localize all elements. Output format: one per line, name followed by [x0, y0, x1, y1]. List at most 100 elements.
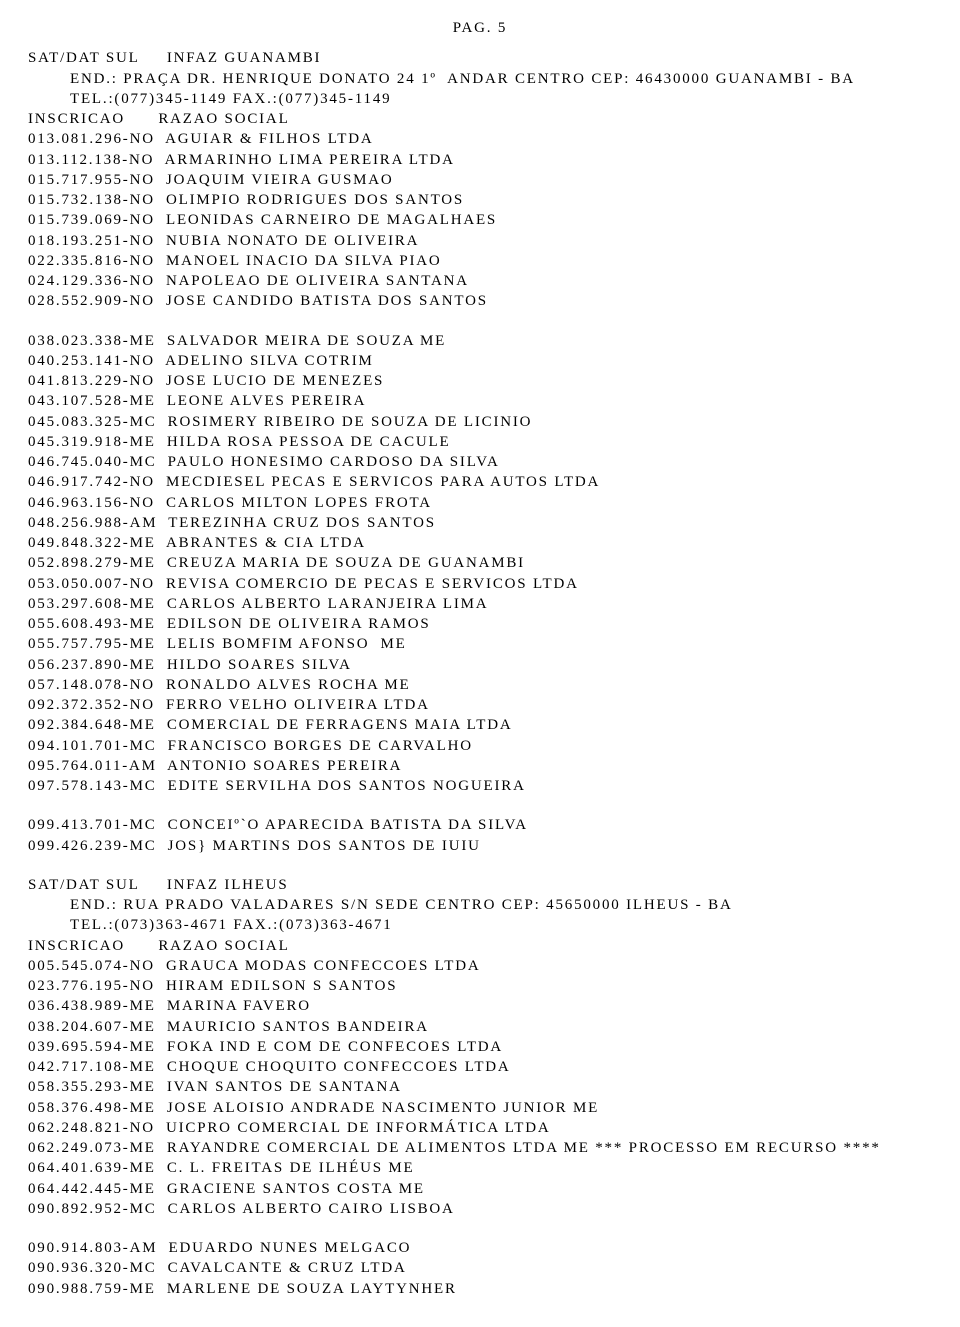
inscricao-code: 015.717.955-NO	[28, 172, 155, 188]
list-row: 028.552.909-NO JOSE CANDIDO BATISTA DOS …	[28, 291, 932, 311]
list-row: 038.204.607-ME MAURICIO SANTOS BANDEIRA	[28, 1017, 932, 1037]
inscricao-code: 015.739.069-NO	[28, 212, 155, 228]
razao-social: PAULO HONESIMO CARDOSO DA SILVA	[168, 454, 500, 470]
razao-social: ROSIMERY RIBEIRO DE SOUZA DE LICINIO	[168, 414, 533, 430]
list-row: 092.372.352-NO FERRO VELHO OLIVEIRA LTDA	[28, 695, 932, 715]
inscricao-code: 055.608.493-ME	[28, 616, 156, 632]
list-row: 041.813.229-NO JOSE LUCIO DE MENEZES	[28, 371, 932, 391]
page-number: PAG. 5	[28, 18, 932, 38]
razao-social: ANTONIO SOARES PEREIRA	[167, 758, 402, 774]
section: SAT/DAT SUL INFAZ ILHEUSEND.: RUA PRADO …	[28, 875, 932, 1299]
list-row: 046.745.040-MC PAULO HONESIMO CARDOSO DA…	[28, 452, 932, 472]
section-region-line: SAT/DAT SUL INFAZ GUANAMBI	[28, 48, 932, 68]
list-row: 095.764.011-AM ANTONIO SOARES PEREIRA	[28, 756, 932, 776]
razao-social: JOSE ALOISIO ANDRADE NASCIMENTO JUNIOR M…	[167, 1100, 599, 1116]
list-row: 040.253.141-NO ADELINO SILVA COTRIM	[28, 351, 932, 371]
razao-social: MAURICIO SANTOS BANDEIRA	[167, 1019, 429, 1035]
list-row: 045.083.325-MC ROSIMERY RIBEIRO DE SOUZA…	[28, 412, 932, 432]
inscricao-code: 039.695.594-ME	[28, 1039, 156, 1055]
razao-social: CREUZA MARIA DE SOUZA DE GUANAMBI	[167, 555, 525, 571]
inscricao-code: 056.237.890-ME	[28, 657, 156, 673]
inscricao-code: 015.732.138-NO	[28, 192, 155, 208]
list-row: 049.848.322-ME ABRANTES & CIA LTDA	[28, 533, 932, 553]
section-phone: TEL.:(077)345-1149 FAX.:(077)345-1149	[28, 89, 932, 109]
razao-social: JOS} MARTINS DOS SANTOS DE IUIU	[168, 838, 481, 854]
inscricao-code: 092.384.648-ME	[28, 717, 156, 733]
razao-social: UICPRO COMERCIAL DE INFORMÁTICA LTDA	[166, 1120, 551, 1136]
razao-social: HILDO SOARES SILVA	[167, 657, 352, 673]
inscricao-code: 041.813.229-NO	[28, 373, 155, 389]
razao-social: MANOEL INACIO DA SILVA PIAO	[166, 253, 442, 269]
list-row: 055.757.795-ME LELIS BOMFIM AFONSO ME	[28, 634, 932, 654]
inscricao-code: 090.892.952-MC	[28, 1201, 157, 1217]
inscricao-code: 062.248.821-NO	[28, 1120, 155, 1136]
inscricao-code: 053.297.608-ME	[28, 596, 156, 612]
razao-social: LEONE ALVES PEREIRA	[167, 393, 367, 409]
list-row: 039.695.594-ME FOKA IND E COM DE CONFECO…	[28, 1037, 932, 1057]
section-address: END.: RUA PRADO VALADARES S/N SEDE CENTR…	[28, 895, 932, 915]
razao-social: CARLOS MILTON LOPES FROTA	[166, 495, 432, 511]
inscricao-code: 005.545.074-NO	[28, 958, 155, 974]
inscricao-code: 045.083.325-MC	[28, 414, 157, 430]
section: SAT/DAT SUL INFAZ GUANAMBIEND.: PRAÇA DR…	[28, 48, 932, 875]
razao-social: CHOQUE CHOQUITO CONFECCOES LTDA	[167, 1059, 511, 1075]
list-row: 062.248.821-NO UICPRO COMERCIAL DE INFOR…	[28, 1118, 932, 1138]
page-container: PAG. 5 SAT/DAT SUL INFAZ GUANAMBIEND.: P…	[0, 0, 960, 1327]
inscricao-code: 048.256.988-AM	[28, 515, 157, 531]
blank-line	[28, 856, 932, 875]
list-row: 015.717.955-NO JOAQUIM VIEIRA GUSMAO	[28, 170, 932, 190]
inscricao-code: 028.552.909-NO	[28, 293, 155, 309]
razao-social: MECDIESEL PECAS E SERVICOS PARA AUTOS LT…	[166, 474, 600, 490]
razao-social: JOAQUIM VIEIRA GUSMAO	[166, 172, 394, 188]
razao-social: REVISA COMERCIO DE PECAS E SERVICOS LTDA	[166, 576, 579, 592]
list-row: 062.249.073-ME RAYANDRE COMERCIAL DE ALI…	[28, 1138, 932, 1158]
razao-social: EDITE SERVILHA DOS SANTOS NOGUEIRA	[168, 778, 526, 794]
razao-social: FOKA IND E COM DE CONFECOES LTDA	[167, 1039, 503, 1055]
list-row: 022.335.816-NO MANOEL INACIO DA SILVA PI…	[28, 251, 932, 271]
inscricao-code: 013.112.138-NO	[28, 152, 154, 168]
razao-social: LEONIDAS CARNEIRO DE MAGALHAES	[166, 212, 497, 228]
razao-social: NAPOLEAO DE OLIVEIRA SANTANA	[166, 273, 469, 289]
razao-social: ARMARINHO LIMA PEREIRA LTDA	[165, 152, 455, 168]
list-row: 055.608.493-ME EDILSON DE OLIVEIRA RAMOS	[28, 614, 932, 634]
list-row: 052.898.279-ME CREUZA MARIA DE SOUZA DE …	[28, 553, 932, 573]
inscricao-code: 095.764.011-AM	[28, 758, 157, 774]
inscricao-code: 022.335.816-NO	[28, 253, 155, 269]
list-row: 064.401.639-ME C. L. FREITAS DE ILHÉUS M…	[28, 1158, 932, 1178]
inscricao-code: 040.253.141-NO	[28, 353, 155, 369]
inscricao-code: 055.757.795-ME	[28, 636, 156, 652]
list-row: 023.776.195-NO HIRAM EDILSON S SANTOS	[28, 976, 932, 996]
inscricao-code: 043.107.528-ME	[28, 393, 156, 409]
list-row: 058.355.293-ME IVAN SANTOS DE SANTANA	[28, 1077, 932, 1097]
razao-social: COMERCIAL DE FERRAGENS MAIA LTDA	[167, 717, 513, 733]
razao-social: JOSE CANDIDO BATISTA DOS SANTOS	[166, 293, 488, 309]
inscricao-code: 064.442.445-ME	[28, 1181, 156, 1197]
inscricao-code: 064.401.639-ME	[28, 1160, 156, 1176]
list-row: 046.963.156-NO CARLOS MILTON LOPES FROTA	[28, 493, 932, 513]
razao-social: FERRO VELHO OLIVEIRA LTDA	[166, 697, 430, 713]
list-row: 042.717.108-ME CHOQUE CHOQUITO CONFECCOE…	[28, 1057, 932, 1077]
razao-social: ADELINO SILVA COTRIM	[165, 353, 374, 369]
inscricao-code: 099.413.701-MC	[28, 817, 157, 833]
razao-social: MARINA FAVERO	[167, 998, 311, 1014]
inscricao-code: 058.376.498-ME	[28, 1100, 156, 1116]
section-region-line: SAT/DAT SUL INFAZ ILHEUS	[28, 875, 932, 895]
razao-social: MARLENE DE SOUZA LAYTYNHER	[167, 1281, 457, 1297]
list-row: 090.892.952-MC CARLOS ALBERTO CAIRO LISB…	[28, 1199, 932, 1219]
razao-social: CAVALCANTE & CRUZ LTDA	[168, 1260, 407, 1276]
list-row: 045.319.918-ME HILDA ROSA PESSOA DE CACU…	[28, 432, 932, 452]
razao-social: GRAUCA MODAS CONFECCOES LTDA	[166, 958, 480, 974]
list-row: 036.438.989-ME MARINA FAVERO	[28, 996, 932, 1016]
inscricao-code: 090.988.759-ME	[28, 1281, 156, 1297]
inscricao-code: 038.023.338-ME	[28, 333, 156, 349]
list-row: 046.917.742-NO MECDIESEL PECAS E SERVICO…	[28, 472, 932, 492]
razao-social: FRANCISCO BORGES DE CARVALHO	[168, 738, 473, 754]
inscricao-code: 049.848.322-ME	[28, 535, 156, 551]
list-row: 090.936.320-MC CAVALCANTE & CRUZ LTDA	[28, 1258, 932, 1278]
razao-social: TEREZINHA CRUZ DOS SANTOS	[168, 515, 436, 531]
razao-social: CARLOS ALBERTO LARANJEIRA LIMA	[167, 596, 489, 612]
list-row: 015.732.138-NO OLIMPIO RODRIGUES DOS SAN…	[28, 190, 932, 210]
inscricao-code: 058.355.293-ME	[28, 1079, 156, 1095]
blank-line	[28, 312, 932, 331]
inscricao-code: 042.717.108-ME	[28, 1059, 156, 1075]
